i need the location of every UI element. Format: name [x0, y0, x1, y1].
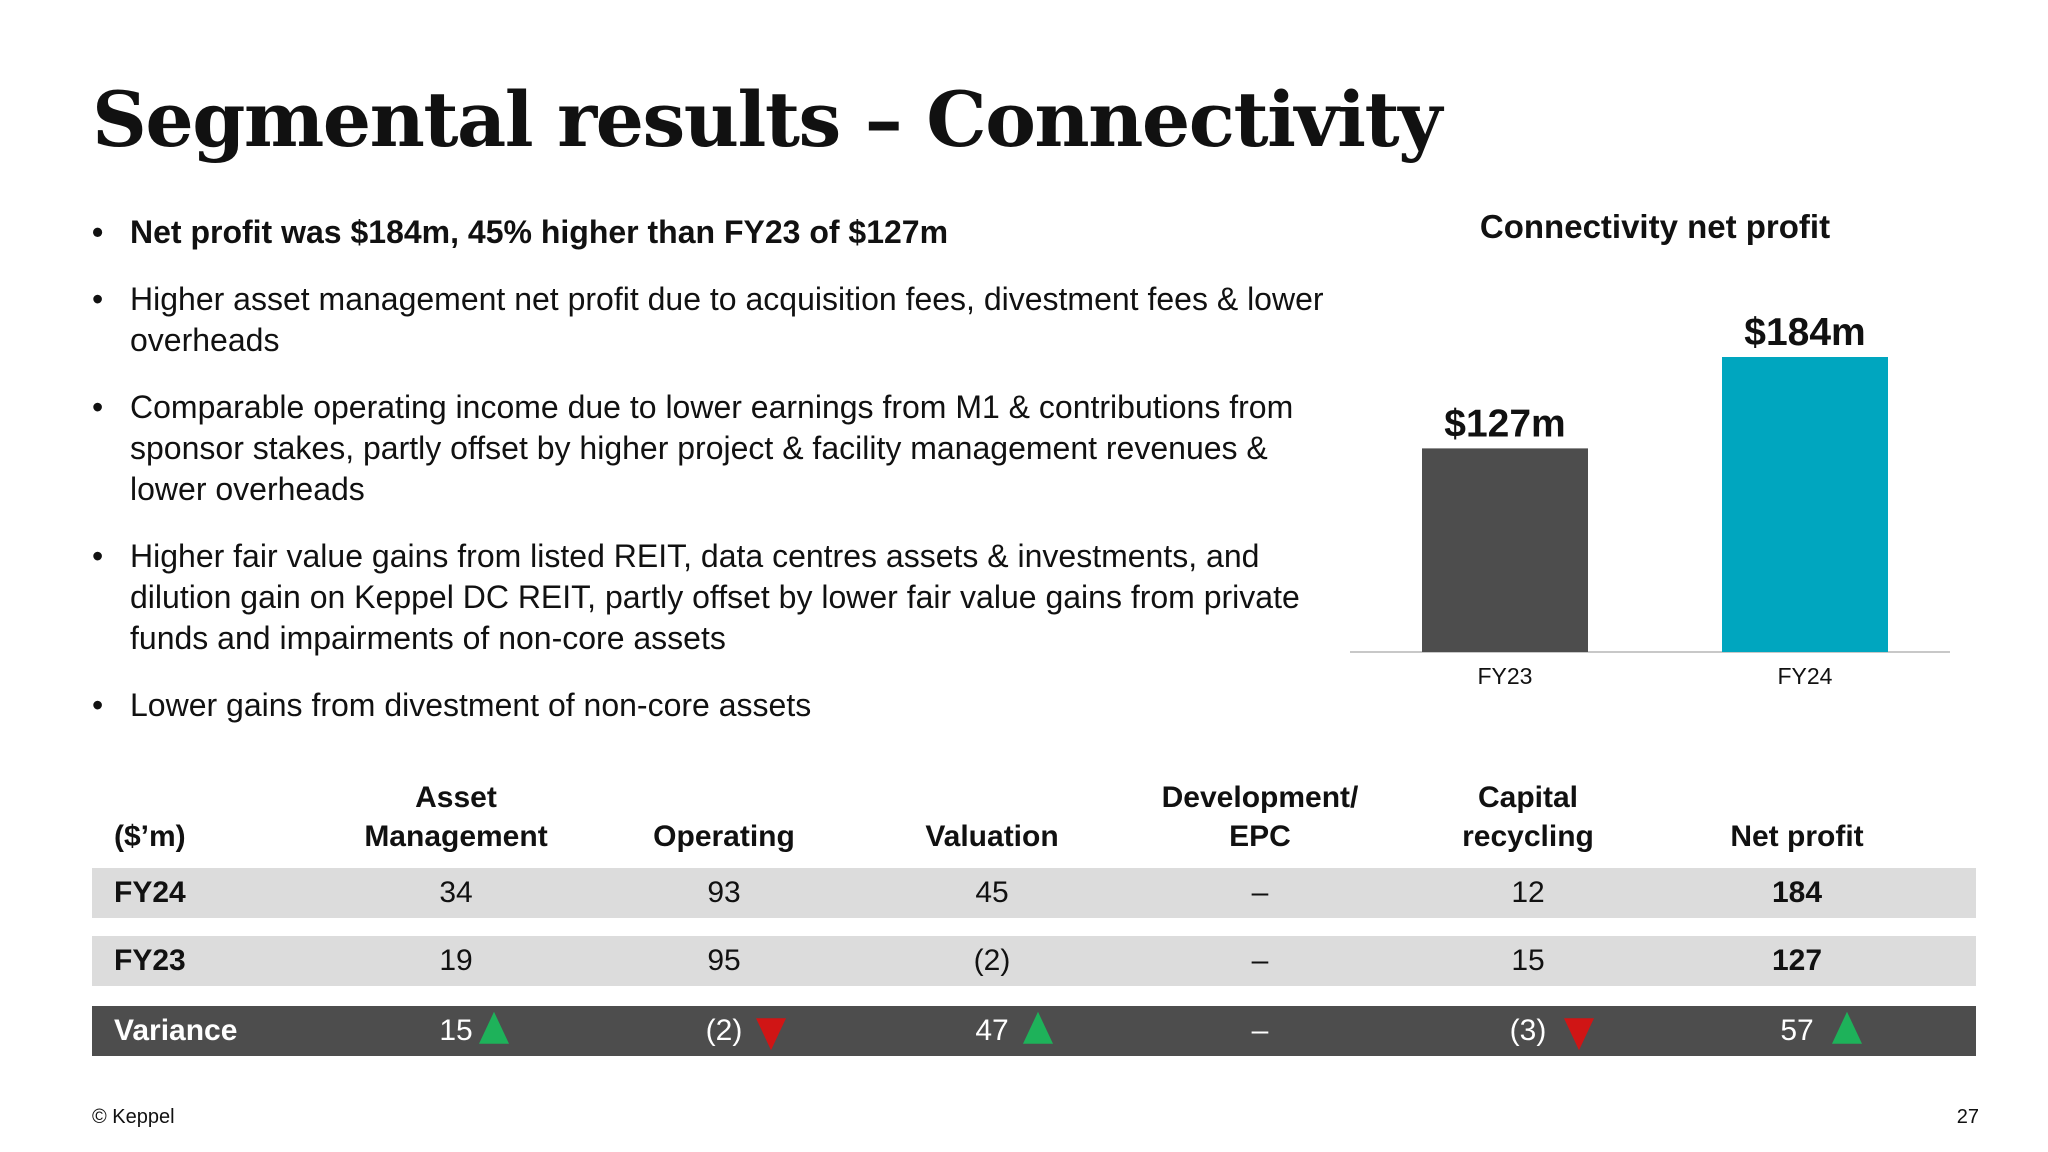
table-cell: –: [1251, 944, 1269, 977]
down-arrow-icon: [1564, 1018, 1595, 1051]
table-header-row: ($’m) Asset Management Operating Valuatio…: [92, 772, 1976, 856]
bar-fy24: [1722, 357, 1888, 652]
bar-fy23: [1422, 448, 1588, 652]
row-label: FY23: [114, 944, 186, 977]
table-cell: (2): [590, 1014, 858, 1051]
bullet-item: Higher fair value gains from listed REIT…: [92, 536, 1342, 659]
bullet-item: Higher asset management net profit due t…: [92, 279, 1342, 361]
bullet-item: Net profit was $184m, 45% higher than FY…: [92, 212, 1342, 253]
table-cell: 15: [322, 1011, 590, 1048]
page-title: Segmental results – Connectivity: [92, 75, 1442, 164]
x-tick-label: FY24: [1778, 663, 1833, 689]
page-number: 27: [1956, 1106, 1979, 1128]
header-valuation: Valuation: [925, 820, 1059, 853]
header-capital-recycling: Capital recycling: [1462, 781, 1594, 853]
table-row-fy23: FY23 19 95 (2) – 15 127: [92, 936, 1976, 986]
table-row-fy24: FY24 34 93 45 – 12 184: [92, 868, 1976, 918]
up-arrow-icon: [478, 1011, 509, 1044]
bullet-list: Net profit was $184m, 45% higher than FY…: [92, 212, 1342, 752]
bullet-item: Lower gains from divestment of non-core …: [92, 685, 1342, 726]
table-cell: 95: [707, 944, 741, 977]
table-cell: 45: [975, 876, 1009, 909]
header-operating: Operating: [653, 820, 795, 853]
table-cell-net-profit: 184: [1771, 876, 1823, 909]
chart-title: Connectivity net profit: [1479, 208, 1831, 245]
segment-table: ($’m) Asset Management Operating Valuatio…: [92, 772, 1976, 1056]
table-cell: –: [1251, 876, 1269, 909]
chart-canvas: $127m FY23 $184m FY24: [1350, 311, 1950, 689]
table-cell-net-profit: 127: [1771, 944, 1823, 977]
bullet-item: Comparable operating income due to lower…: [92, 387, 1342, 510]
table-cell: 12: [1511, 876, 1545, 909]
table-cell: (3): [1394, 1014, 1662, 1051]
table-cell: –: [1251, 1014, 1269, 1047]
table-cell: 47: [858, 1011, 1126, 1048]
down-arrow-icon: [756, 1018, 787, 1051]
x-tick-label: FY23: [1478, 663, 1533, 689]
table-cell: 57: [1662, 1011, 1932, 1048]
header-unit: ($’m): [114, 820, 186, 853]
table-cell: (2): [973, 944, 1011, 977]
row-label: FY24: [114, 876, 186, 909]
header-asset-management: Asset Management: [364, 781, 548, 853]
header-development-epc: Development/EPC: [1161, 781, 1359, 853]
copyright-text: © Keppel: [92, 1106, 175, 1128]
table-cell: 15: [1511, 944, 1545, 977]
up-arrow-icon: [1022, 1011, 1053, 1044]
table-cell: 19: [439, 944, 473, 977]
table-row-variance: Variance 15 (2) 47 – (3) 57: [92, 1006, 1976, 1056]
data-label: $127m: [1444, 402, 1565, 445]
up-arrow-icon: [1831, 1011, 1862, 1044]
header-net-profit: Net profit: [1730, 820, 1864, 853]
table-cell: 93: [707, 876, 741, 909]
table-cell: 34: [439, 876, 473, 909]
row-label: Variance: [114, 1014, 238, 1047]
net-profit-chart: Connectivity net profit $127m FY23 $184m FY…: [1350, 200, 1960, 700]
data-label: $184m: [1744, 311, 1865, 354]
